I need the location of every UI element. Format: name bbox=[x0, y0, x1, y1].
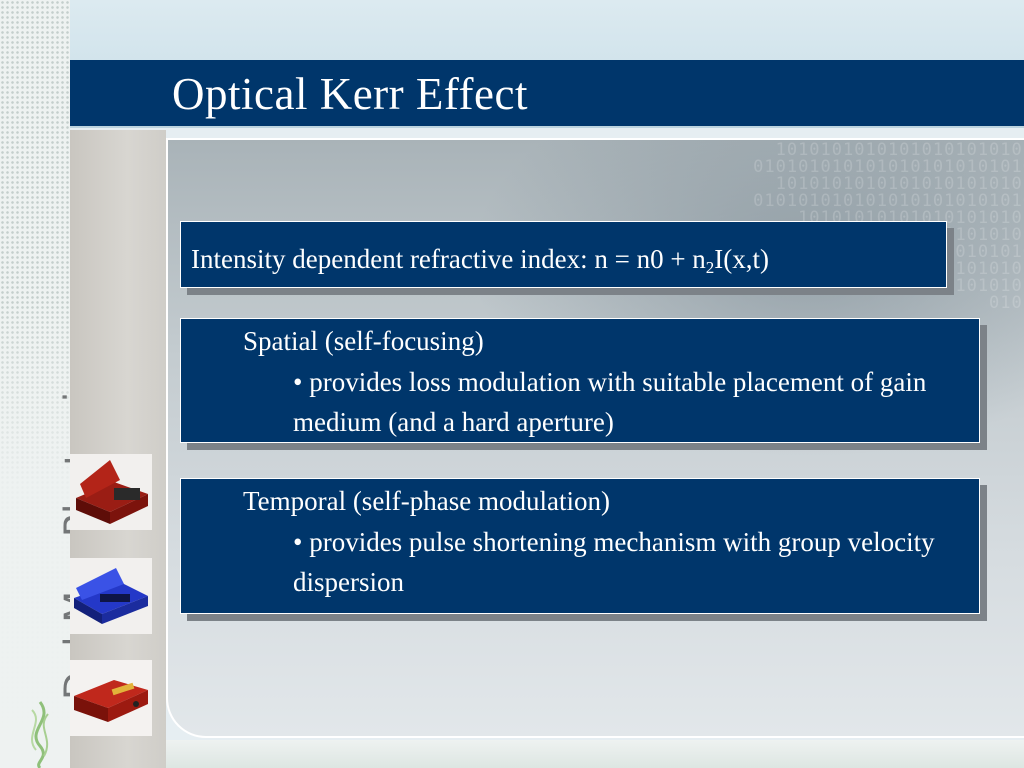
laser-housing-red-icon bbox=[70, 454, 152, 530]
intensity-box: Intensity dependent refractive index: n … bbox=[180, 221, 947, 288]
spatial-bullet: • provides loss modulation with suitable… bbox=[293, 367, 927, 437]
brand-swirl-icon bbox=[31, 701, 49, 768]
intensity-formula: Intensity dependent refractive index: n … bbox=[191, 244, 770, 277]
temporal-bullet: • provides pulse shortening mechanism wi… bbox=[293, 527, 935, 597]
temporal-box: Temporal (self-phase modulation) • provi… bbox=[180, 478, 980, 614]
left-sidebar: Del Mar Photonics bbox=[0, 0, 100, 768]
temporal-heading: Temporal (self-phase modulation) bbox=[243, 486, 610, 516]
spatial-heading: Spatial (self-focusing) bbox=[243, 326, 484, 356]
laser-device-red-icon bbox=[70, 660, 152, 736]
slide-title: Optical Kerr Effect bbox=[172, 69, 528, 119]
top-band bbox=[0, 0, 1024, 62]
spatial-box: Spatial (self-focusing) • provides loss … bbox=[180, 318, 980, 443]
laser-housing-blue-icon bbox=[70, 558, 152, 634]
subscript-two: 2 bbox=[705, 258, 715, 277]
title-bar: Optical Kerr Effect bbox=[70, 60, 1024, 128]
product-thumbnails bbox=[70, 130, 166, 768]
